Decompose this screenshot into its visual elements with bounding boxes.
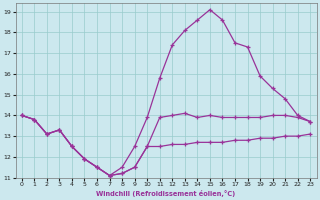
X-axis label: Windchill (Refroidissement éolien,°C): Windchill (Refroidissement éolien,°C) [96, 190, 236, 197]
